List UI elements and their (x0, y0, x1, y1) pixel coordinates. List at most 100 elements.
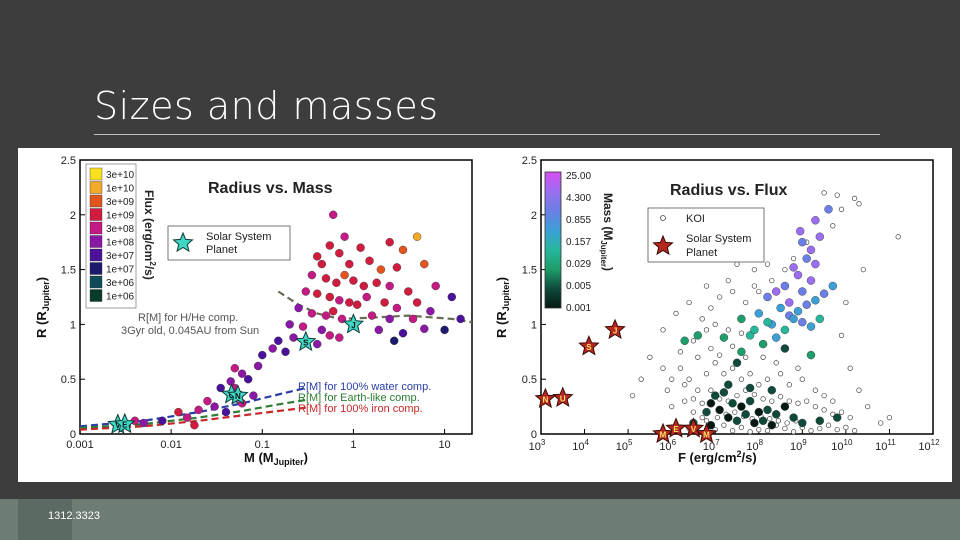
right-koi-point (677, 349, 684, 355)
left-data-point (385, 281, 394, 291)
right-koi-point (782, 266, 788, 273)
left-data-point (289, 333, 298, 342)
left-data-point (340, 270, 349, 280)
left-data-point (298, 322, 308, 331)
left-data-point (253, 361, 263, 371)
left-data-point (307, 309, 317, 318)
right-data-point (767, 421, 776, 430)
right-koi-point (756, 426, 762, 433)
right-koi-point (669, 376, 675, 382)
left-colorbar-tick-label: 3e+06 (106, 278, 135, 289)
left-x-tick-label: 0.1 (255, 439, 270, 451)
left-colorbar-tick-label: 3e+07 (106, 251, 135, 262)
right-data-point (802, 300, 811, 309)
right-x-tick-label: 105 (616, 438, 633, 453)
right-data-point (702, 407, 711, 417)
right-data-point (815, 416, 824, 425)
left-data-point (440, 325, 449, 335)
left-data-point (301, 287, 310, 296)
right-koi-point (721, 371, 727, 377)
left-data-point (447, 292, 456, 302)
right-koi-point (734, 261, 740, 267)
right-data-point (719, 388, 729, 397)
left-data-point (258, 350, 267, 360)
left-data-point (392, 263, 402, 272)
left-solar-system-stars: JSUNVE (107, 313, 365, 434)
right-data-point (737, 347, 746, 357)
right-koi-point (738, 376, 745, 382)
right-koi-point (821, 392, 827, 399)
right-koi-point (865, 403, 871, 410)
right-colorbar-tick-label: 4.300 (566, 193, 591, 204)
left-data-point (345, 259, 354, 269)
right-data-point (793, 270, 803, 280)
title-divider (94, 134, 880, 135)
left-x-tick-label: 0.001 (66, 439, 94, 451)
right-koi-point (629, 392, 636, 399)
right-koi-point (756, 382, 762, 388)
right-solar-star (534, 387, 557, 409)
right-koi-point (769, 398, 775, 404)
right-data-point (833, 413, 842, 422)
left-colorbar-swatch (89, 289, 103, 302)
footer-band (0, 499, 960, 540)
chart-radius-vs-flux: 103 104 105 106 107 108 109 1010 1011 1012 0 0.5 1 1.… (494, 155, 940, 465)
slide-title: Sizes and masses (94, 84, 439, 128)
right-koi-point (660, 365, 666, 371)
right-data-point (796, 226, 805, 236)
right-data-point (789, 263, 798, 272)
left-data-point (456, 314, 465, 324)
right-solar-star (578, 334, 600, 356)
right-koi-point (856, 387, 862, 393)
right-solar-star-label: M (660, 431, 667, 440)
right-koi-point (673, 310, 679, 317)
left-earth-curve (79, 398, 306, 430)
right-koi-point (878, 420, 884, 426)
right-x-tick-label: 109 (790, 438, 807, 453)
right-koi-point (743, 354, 749, 360)
right-data-point (806, 322, 816, 331)
right-x-tick-label: 1011 (875, 438, 896, 453)
right-data-point (780, 281, 790, 291)
right-koi-point (699, 316, 705, 322)
left-colorbar-tick-label: 3e+08 (106, 224, 135, 235)
right-koi-point (838, 409, 845, 415)
right-colorbar-bar (544, 171, 562, 309)
left-data-point (210, 402, 219, 411)
left-colorbar-swatch (89, 181, 103, 194)
right-data-point (767, 385, 776, 395)
left-solar-star-label: S (303, 338, 309, 347)
right-koi-point (729, 428, 736, 434)
right-koi-point (860, 266, 866, 273)
right-axis-ticks: 103 104 105 106 107 108 109 1010 1011 1012 0 0.5 1 1.… (522, 155, 940, 453)
left-y-tick-label: 2.5 (61, 155, 76, 167)
right-koi-point (799, 376, 805, 382)
left-data-point (359, 281, 368, 291)
right-koi-point (834, 192, 840, 198)
right-koi-point (825, 422, 832, 428)
right-koi-point (725, 277, 731, 284)
right-colorbar: 25.00 4.300 0.855 0.157 0.029 0.005 0.001 (544, 171, 591, 314)
left-iron-curve (79, 406, 306, 431)
left-curve-label-earth: R[M] for Earth-like comp. (298, 392, 420, 404)
right-y-tick-label: 1.5 (522, 265, 537, 277)
right-solar-star-label: V (691, 425, 697, 434)
right-koi-point (804, 398, 810, 404)
right-x-tick-label: 103 (529, 438, 546, 453)
left-colorbar-tick-label: 1e+08 (106, 238, 135, 249)
left-colorbar-swatch (89, 235, 103, 248)
right-koi-point (743, 299, 749, 306)
left-solar-star (295, 330, 317, 352)
left-data-point (335, 248, 344, 258)
right-data-point (754, 309, 763, 318)
left-data-point (321, 311, 331, 320)
right-data-point (780, 344, 790, 353)
right-data-point (724, 380, 733, 389)
right-data-point (793, 306, 803, 316)
right-koi-point (886, 414, 893, 421)
left-colorbar-swatch (89, 208, 103, 221)
left-y-tick-label: 0.5 (61, 374, 76, 386)
right-koi-point (847, 414, 853, 421)
left-solar-star (114, 412, 136, 434)
right-solar-star (604, 318, 626, 340)
